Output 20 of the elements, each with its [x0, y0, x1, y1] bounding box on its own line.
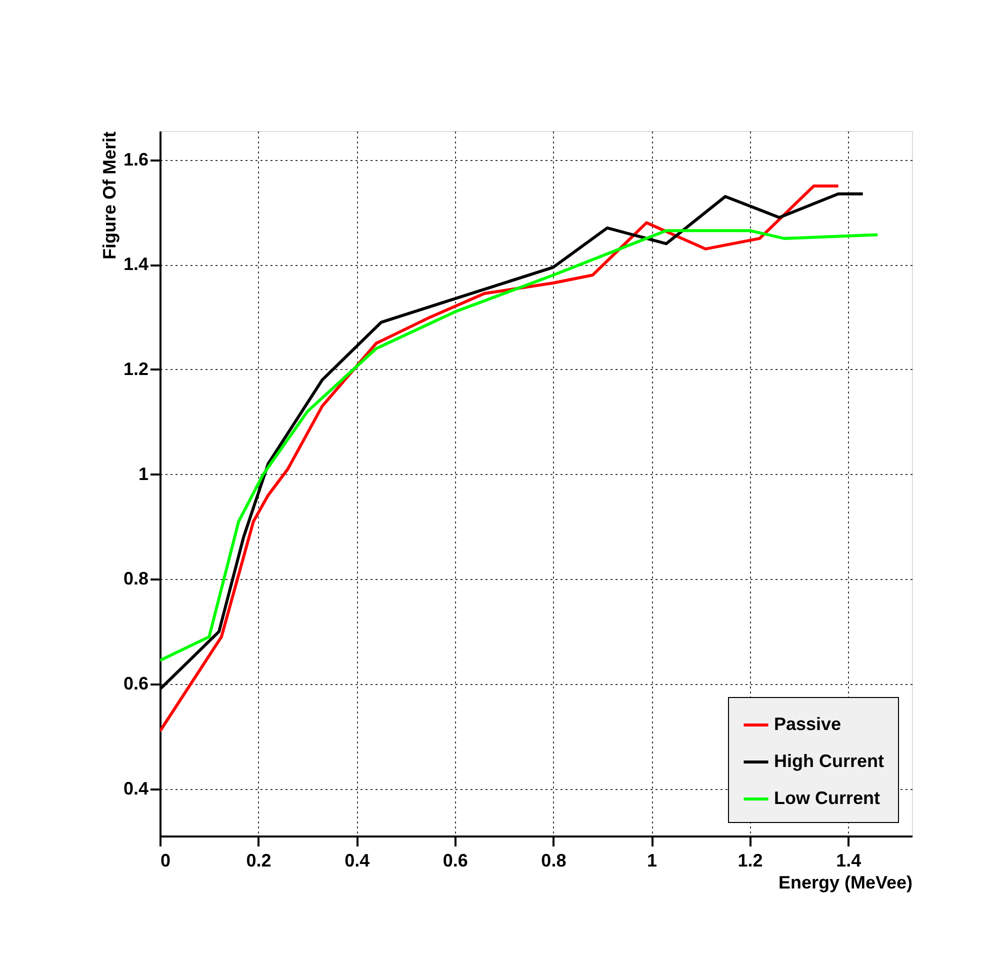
y-tick-label: 1 — [138, 464, 148, 484]
y-tick-label: 0.8 — [123, 568, 148, 589]
x-tick-label: 0.6 — [442, 850, 468, 870]
x-axis-title: Energy (MeVee) — [778, 872, 912, 892]
y-tick-label: 0.4 — [123, 778, 148, 798]
y-tick-label: 1.6 — [123, 149, 148, 170]
y-tick-label: 0.6 — [123, 673, 148, 694]
legend-label: Passive — [774, 714, 842, 734]
x-tick-label: 0.8 — [541, 850, 566, 870]
x-tick-label: 0 — [160, 850, 171, 870]
legend-label: Low Current — [774, 788, 880, 808]
y-tick-label: 1.2 — [123, 358, 148, 379]
x-tick-label: 1.2 — [738, 850, 763, 870]
x-tick-label: 1.4 — [836, 850, 862, 870]
x-tick-label: 0.2 — [246, 850, 272, 870]
x-tick-label: 1 — [646, 850, 658, 870]
y-axis-title: Figure Of Merit — [99, 132, 120, 260]
legend-label: High Current — [774, 751, 884, 771]
x-tick-label: 0.4 — [344, 850, 370, 870]
y-tick-label: 1.4 — [123, 254, 148, 274]
